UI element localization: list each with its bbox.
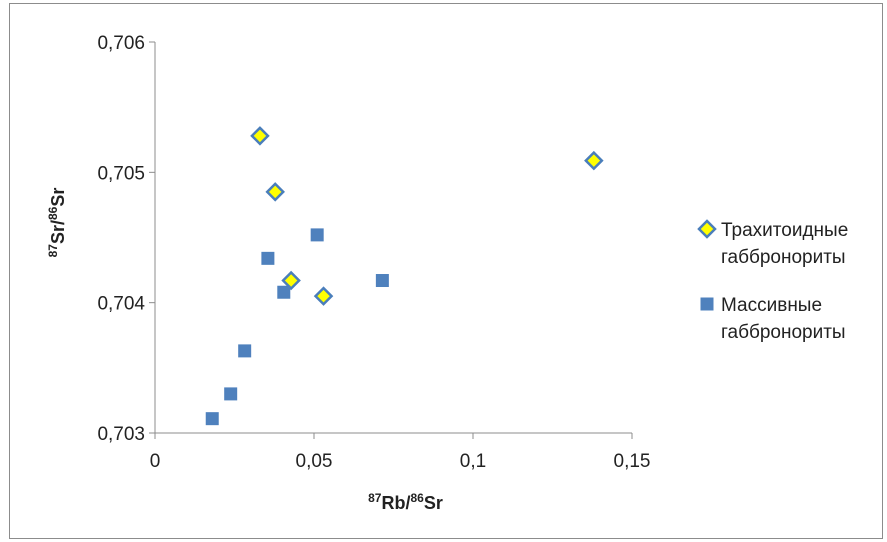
data-point-massive bbox=[310, 228, 324, 242]
data-point-massive bbox=[238, 344, 252, 358]
data-point-massive bbox=[277, 285, 291, 299]
legend-label: габбронориты bbox=[721, 322, 846, 343]
x-tick-label: 0 bbox=[150, 451, 161, 472]
y-tick-label: 0,706 bbox=[97, 33, 145, 54]
legend-marker bbox=[700, 297, 714, 311]
chart-frame: 0,703 0,704 0,705 0,706 0 0,05 0,1 0,15 87Rb/86S… bbox=[9, 3, 883, 539]
x-tick-label: 0,05 bbox=[296, 451, 333, 472]
y-tick-label: 0,705 bbox=[97, 163, 145, 184]
legend-label: Трахитоидные bbox=[721, 220, 848, 241]
data-point-trachytoid bbox=[250, 126, 270, 146]
scatter-chart: 0,703 0,704 0,705 0,706 0 0,05 0,1 0,15 87Rb/86S… bbox=[46, 33, 848, 513]
y-tick-label: 0,704 bbox=[97, 294, 145, 315]
x-tick-label: 0,1 bbox=[460, 451, 486, 472]
legend-marker bbox=[697, 219, 717, 239]
data-point-trachytoid bbox=[584, 150, 604, 171]
data-point-trachytoid bbox=[265, 182, 285, 202]
x-axis-title: 87Rb/86Sr bbox=[368, 491, 443, 513]
data-point-massive bbox=[224, 387, 238, 401]
y-axis-title: 87Sr/86Sr bbox=[46, 188, 68, 258]
data-point-trachytoid bbox=[313, 286, 334, 306]
data-point-massive bbox=[375, 274, 389, 288]
x-tick-label: 0,15 bbox=[614, 451, 651, 472]
data-point-trachytoid bbox=[281, 270, 301, 291]
legend-label: Массивные bbox=[721, 295, 822, 316]
data-point-massive bbox=[205, 412, 219, 426]
legend-label: габбронориты bbox=[721, 247, 846, 268]
data-point-massive bbox=[261, 251, 275, 265]
y-tick-label: 0,703 bbox=[97, 424, 145, 445]
